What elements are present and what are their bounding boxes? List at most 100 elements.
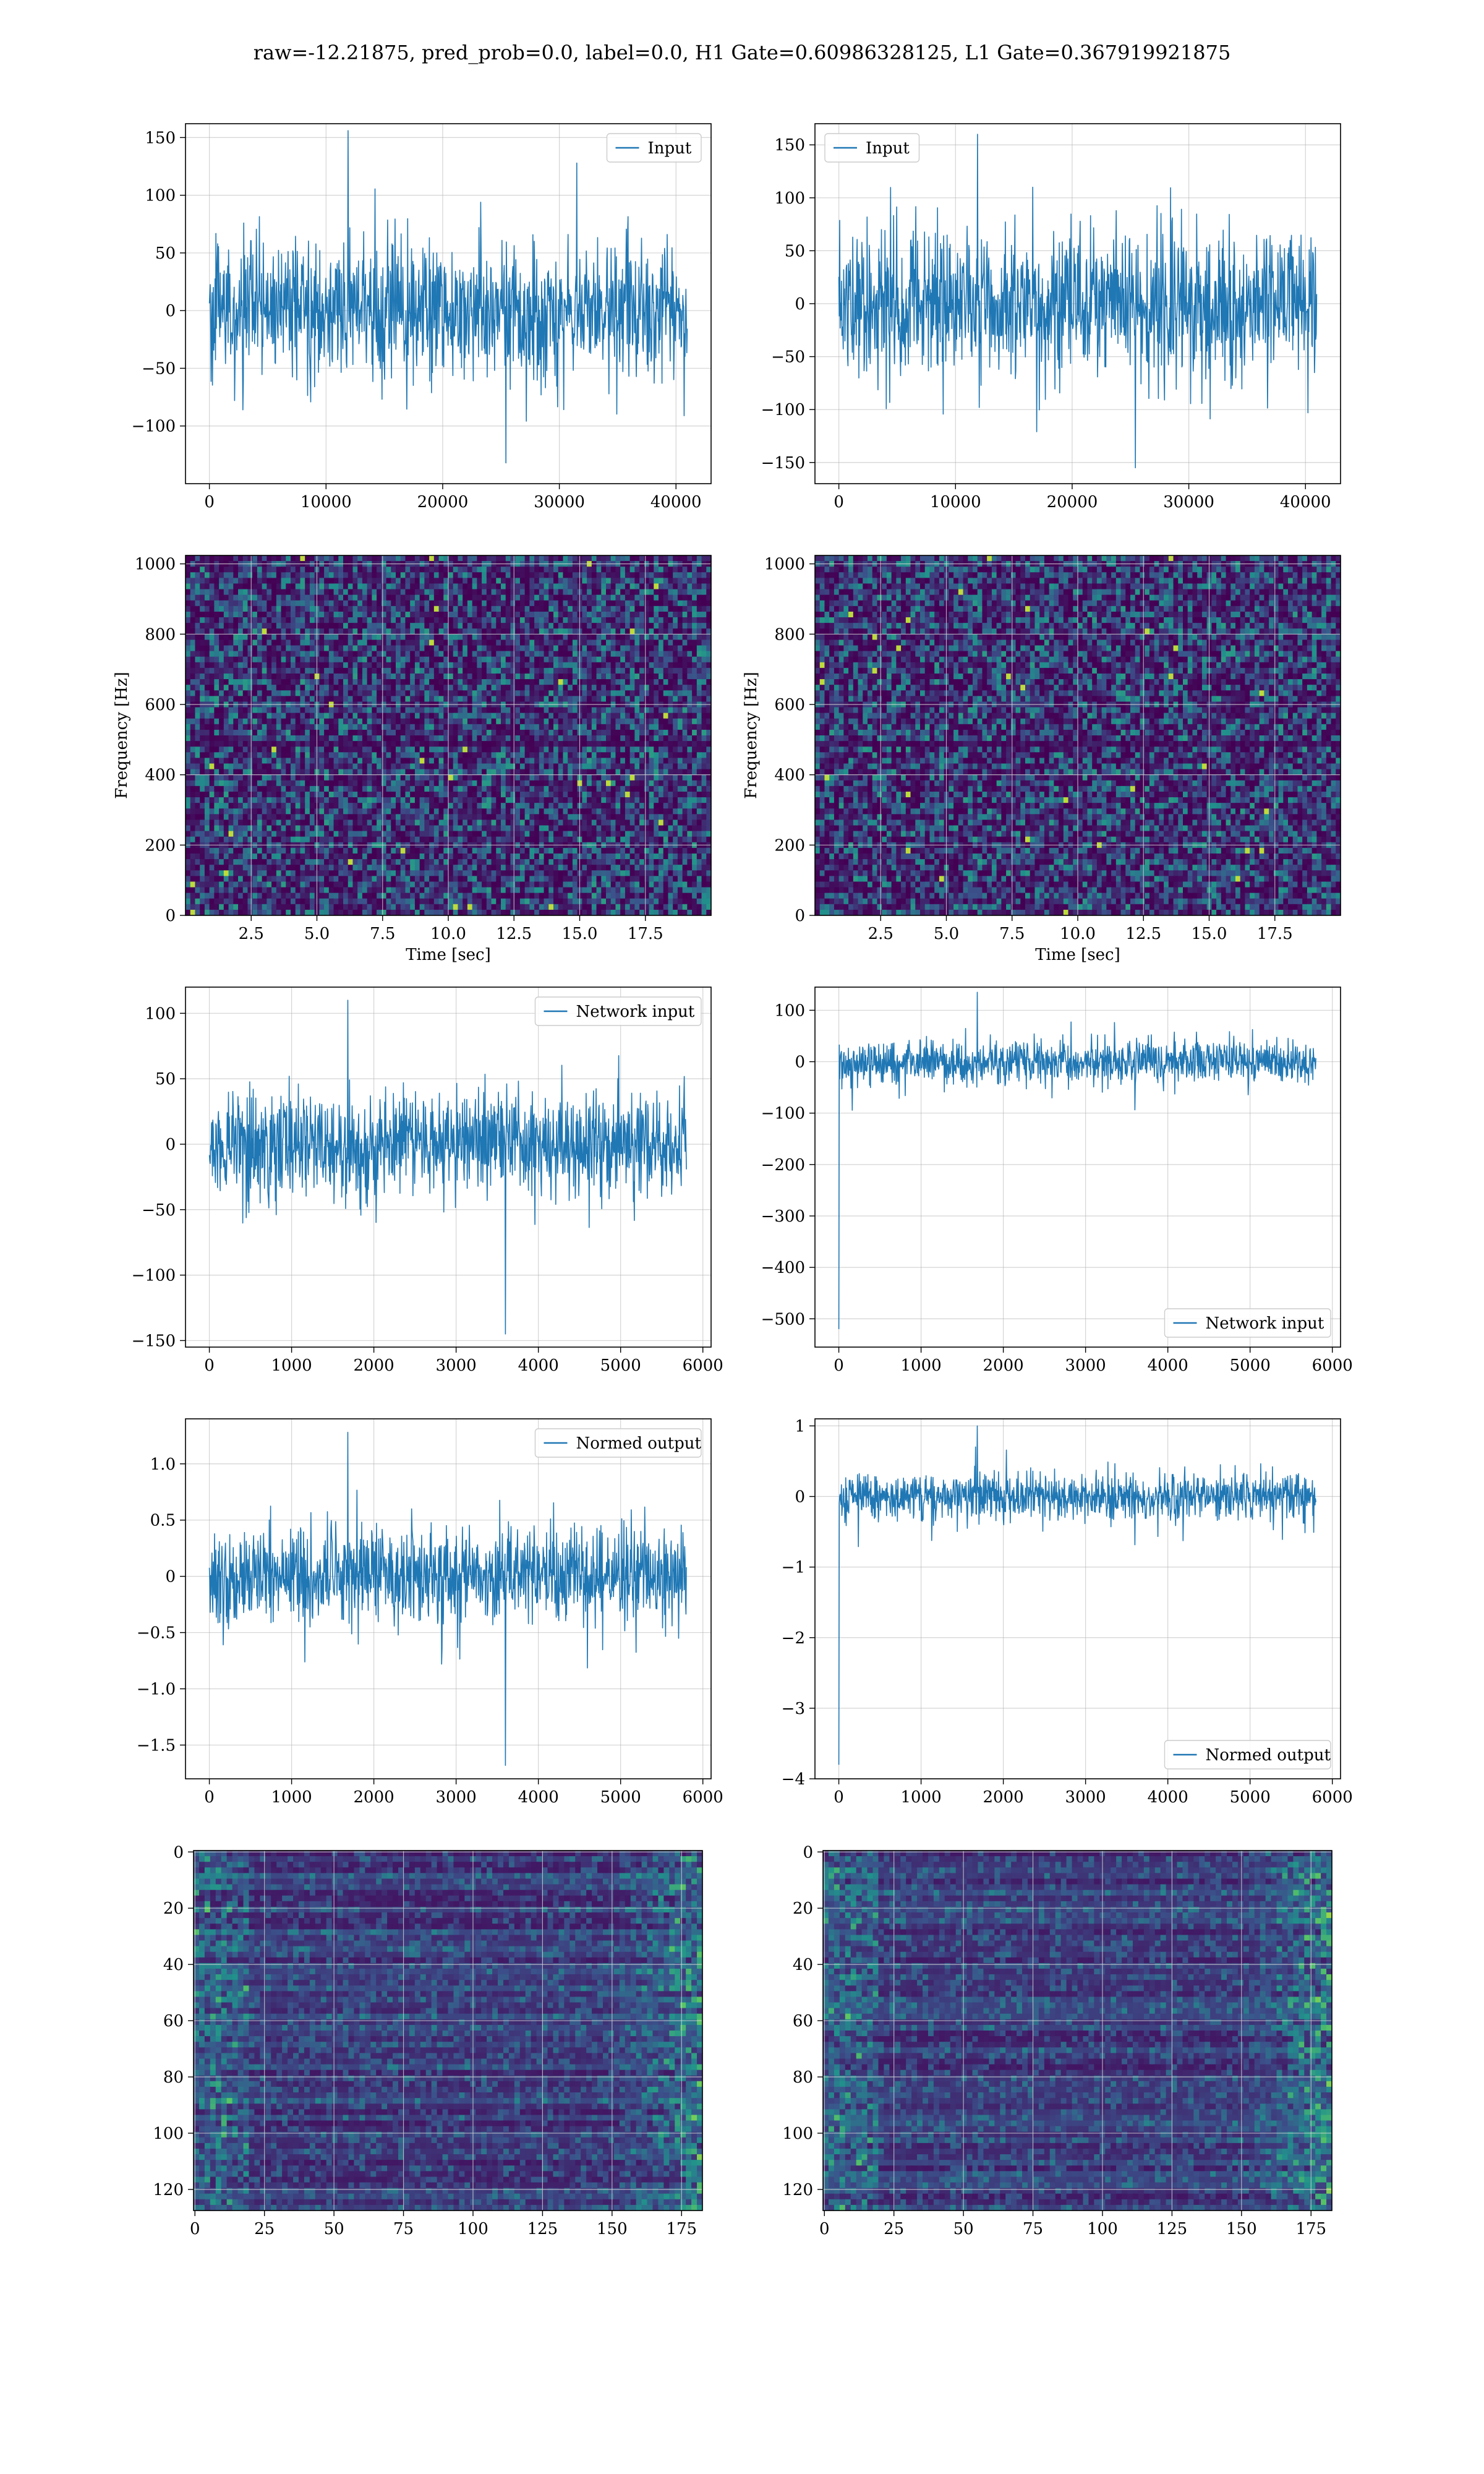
y-tick-label: 0.5	[150, 1512, 176, 1530]
axes-frame	[814, 987, 1341, 1348]
y-tick-label: 100	[145, 1004, 176, 1023]
y-tick-label: −150	[132, 1332, 176, 1350]
y-tick-label: −300	[761, 1207, 805, 1226]
x-tick-label: 30000	[1163, 493, 1214, 511]
x-tick-label: 2000	[354, 1356, 394, 1375]
tick-labels: 0 10000 20000 30000 40000 −100 −50 0 50 100 150	[132, 129, 702, 511]
legend-box	[1164, 1740, 1331, 1770]
y-tick-label: 800	[774, 625, 805, 644]
y-tick-label: 0	[795, 1053, 805, 1072]
x-tick-label: 7.5	[999, 925, 1025, 943]
plot-area	[208, 130, 688, 464]
x-tick-label: 0	[834, 493, 844, 511]
series-line-normed-output	[208, 1432, 687, 1766]
y-tick-label: 600	[145, 696, 176, 714]
legend-label: Input	[866, 139, 910, 158]
x-tick-label: 5000	[600, 1788, 641, 1807]
x-tick-label: 4000	[518, 1788, 559, 1807]
plot-area	[208, 1432, 687, 1766]
input-h1-chart: 0 10000 20000 30000 40000 −100 −50 0 50 100 150 Inp…	[132, 123, 712, 511]
axes-frame	[193, 1850, 703, 2211]
y-tick-label: 0	[795, 907, 805, 925]
x-tick-label: 125	[1157, 2220, 1188, 2238]
y-tick-label: 0	[795, 1488, 805, 1507]
x-tick-label: 1000	[271, 1356, 312, 1375]
x-tick-label: 75	[393, 2220, 414, 2238]
y-tick-label: −1	[782, 1559, 805, 1577]
x-tick-label: 6000	[683, 1356, 723, 1375]
y-tick-label: 0	[795, 295, 805, 314]
y-tick-label: 1000	[135, 555, 176, 574]
x-tick-label: 2000	[983, 1788, 1024, 1807]
x-tick-label: 15.0	[1192, 925, 1227, 943]
y-tick-label: 150	[774, 136, 805, 155]
y-tick-label: 1	[795, 1417, 805, 1436]
y-tick-label: −50	[771, 348, 805, 367]
x-tick-label: 12.5	[496, 925, 532, 943]
legend-label: Input	[648, 139, 692, 158]
y-tick-label: 50	[155, 244, 176, 263]
y-tick-label: −100	[132, 417, 176, 436]
x-tick-label: 2000	[983, 1356, 1024, 1375]
axes-frame	[185, 123, 712, 484]
y-tick-label: 120	[782, 2181, 813, 2199]
x-tick-label: 2.5	[868, 925, 893, 943]
x-tick-label: 150	[1226, 2220, 1257, 2238]
y-tick-label: 20	[793, 1899, 813, 1918]
tick-labels: 0 10000 20000 30000 40000 −150 −100 −50 0 50 100 15…	[761, 136, 1331, 511]
axes-frame	[814, 1418, 1341, 1779]
series-line-network-input	[838, 991, 1316, 1329]
legend: Normed output	[534, 1428, 702, 1458]
spectrogram-l1-chart: 2.5 5.0 7.5 10.0 12.5 15.0 17.5 0 200 400 600 800 10…	[742, 555, 1341, 964]
x-tick-label: 6000	[1312, 1356, 1353, 1375]
tick-labels: 0 1000 2000 3000 4000 5000 6000 −1.5 −1.0 −0.5 0 0.…	[137, 1455, 723, 1807]
x-tick-label: 12.5	[1125, 925, 1161, 943]
x-tick-label: 10000	[930, 493, 981, 511]
y-tick-label: −400	[761, 1259, 805, 1277]
y-tick-label: 1000	[764, 555, 805, 574]
tick-labels: 0 25 50 75 100 125 150 175 0 20 40 60 80 100 120	[153, 1843, 697, 2238]
y-tick-label: 200	[774, 836, 805, 855]
x-tick-label: 150	[597, 2220, 628, 2238]
x-tick-label: 2000	[354, 1788, 394, 1807]
y-tick-label: 0	[165, 907, 176, 925]
grid-lines	[815, 1419, 1341, 1779]
plot-area	[823, 1851, 1333, 2211]
grid-lines	[194, 1851, 702, 2211]
legend-box	[534, 996, 702, 1026]
x-tick-label: 0	[190, 2220, 200, 2238]
y-tick-label: 1.0	[150, 1455, 176, 1474]
x-tick-label: 0	[204, 1356, 215, 1375]
x-tick-label: 0	[834, 1788, 844, 1807]
y-tick-label: 80	[793, 2068, 813, 2087]
y-tick-label: −3	[782, 1700, 805, 1718]
plot-area	[838, 1425, 1316, 1765]
legend-box	[534, 1428, 702, 1458]
series-line-input	[838, 134, 1318, 469]
y-tick-label: −2	[782, 1629, 805, 1648]
y-tick-label: 0	[173, 1843, 184, 1862]
y-tick-label: 100	[153, 2125, 184, 2143]
x-tick-label: 10.0	[1060, 925, 1096, 943]
feature-map-l1-chart: 0 25 50 75 100 125 150 175 0 20 40 60 80 100 120	[782, 1843, 1333, 2238]
legend: Normed output	[1164, 1740, 1331, 1770]
y-tick-label: 200	[145, 836, 176, 855]
y-tick-label: 0	[165, 302, 176, 320]
network-input-h1-chart: 0 1000 2000 3000 4000 5000 6000 −150 −100 −50 0 50 1…	[132, 987, 723, 1375]
y-tick-label: −50	[142, 359, 176, 378]
tick-labels: 0 1000 2000 3000 4000 5000 6000 −150 −100 −50 0 50 1…	[132, 1004, 723, 1375]
y-axis-label: Frequency [Hz]	[742, 672, 761, 799]
x-tick-label: 20000	[1047, 493, 1098, 511]
x-tick-label: 10000	[301, 493, 352, 511]
tick-labels: 0 1000 2000 3000 4000 5000 6000 −4 −3 −2 −1 0 1	[782, 1417, 1353, 1807]
x-tick-label: 175	[666, 2220, 697, 2238]
plot-area	[194, 1851, 703, 2211]
x-tick-label: 1000	[901, 1356, 942, 1375]
x-tick-label: 4000	[518, 1356, 559, 1375]
y-tick-label: 80	[163, 2068, 184, 2087]
x-tick-label: 50	[953, 2220, 974, 2238]
x-tick-label: 17.5	[628, 925, 663, 943]
x-tick-label: 0	[204, 493, 215, 511]
y-tick-label: 600	[774, 696, 805, 714]
y-tick-label: 120	[153, 2181, 184, 2199]
